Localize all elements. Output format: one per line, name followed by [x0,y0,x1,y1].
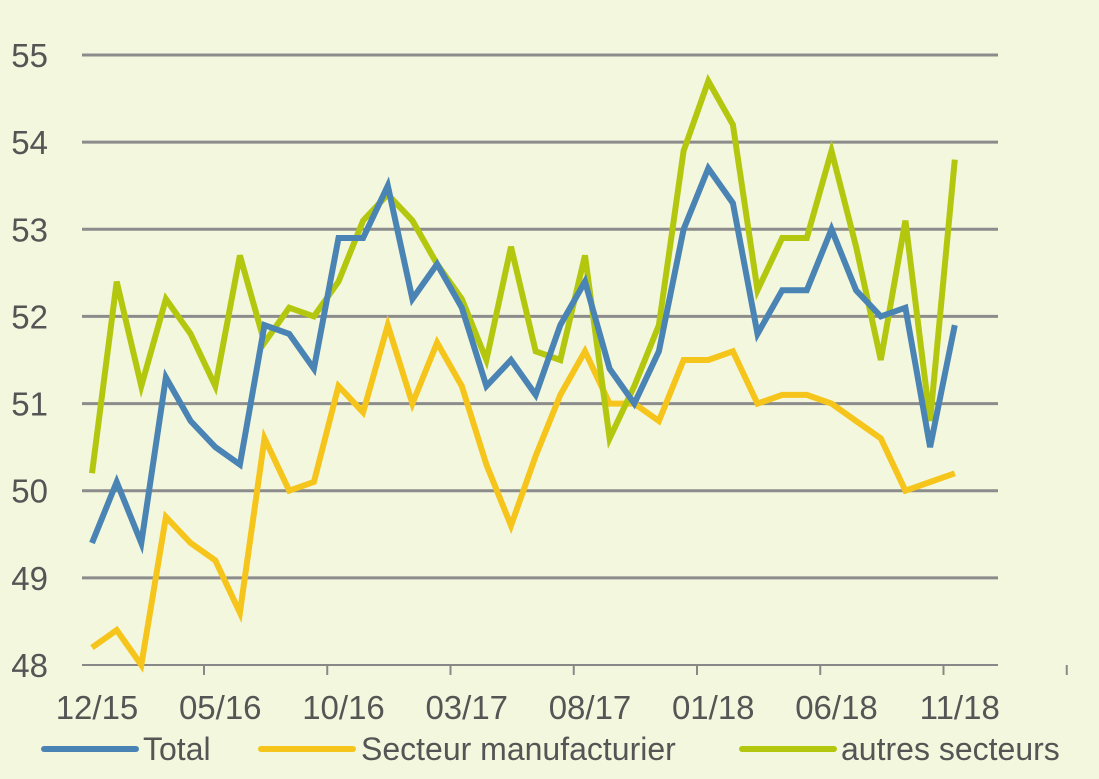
y-tick-label: 54 [11,124,48,161]
x-tick-label: 08/17 [549,689,632,726]
series-line-autres-secteurs [89,73,958,474]
y-tick-label: 50 [11,473,48,510]
series-line-total [89,162,958,555]
y-tick-label: 49 [11,560,48,597]
series-line-secteur-manufacturier [90,314,956,673]
x-tick-label: 05/16 [179,689,262,726]
legend-label: autres secteurs [841,731,1060,767]
legend: Total Secteur manufacturier autres secteur… [41,731,1060,767]
x-tick-label: 01/18 [672,689,755,726]
axes: 48 49 50 51 52 53 54 55 12/15 05/16 10/16 03/17 08/1… [11,37,1068,726]
y-tick-label: 53 [11,211,48,248]
gridlines [82,53,998,580]
y-tick-label: 48 [11,647,48,684]
x-tick-label: 03/17 [425,689,508,726]
x-tick-label: 11/18 [920,689,1000,726]
series-lines [89,73,958,673]
y-tick-label: 51 [11,386,48,423]
x-tick-label: 06/18 [795,689,878,726]
legend-label: Secteur manufacturier [361,731,676,767]
legend-label: Total [143,731,211,767]
x-tick-label: 10/16 [302,689,385,726]
y-tick-label: 52 [11,298,48,335]
x-tick-label: 12/15 [56,689,139,726]
y-tick-label: 55 [11,37,48,74]
